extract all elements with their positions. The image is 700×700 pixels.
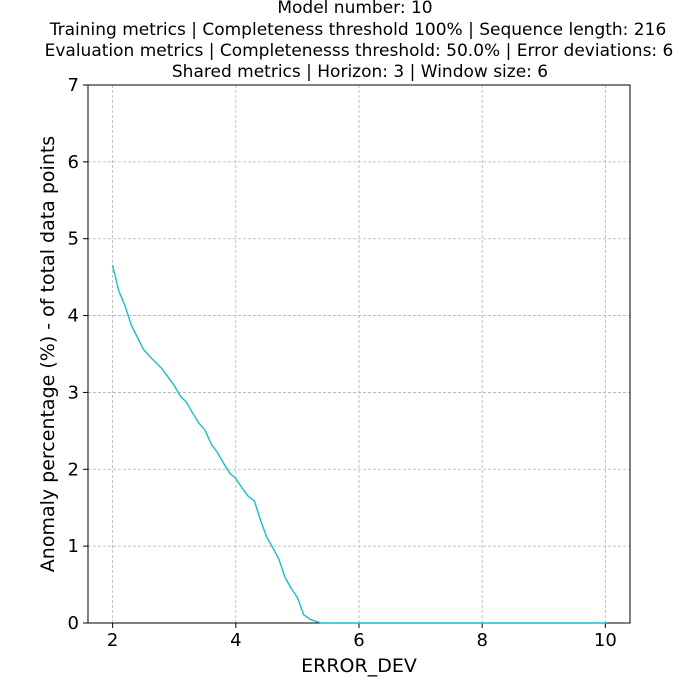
x-tick-label: 4: [230, 630, 241, 651]
y-tick-label: 3: [68, 382, 79, 403]
chart-title-line: Shared metrics | Horizon: 3 | Window siz…: [172, 62, 548, 82]
tick-marks: [83, 84, 606, 628]
chart-title: Model number: 10 Training metrics | Comp…: [45, 0, 674, 82]
y-tick-label: 7: [68, 75, 79, 96]
x-tick-labels: 2 4 6 8 10: [107, 630, 617, 651]
y-tick-labels: 0 1 2 3 4 5 6 7: [68, 75, 79, 634]
chart-title-line: Training metrics | Completeness threshol…: [49, 20, 667, 40]
y-tick-label: 6: [68, 152, 79, 173]
x-tick-label: 10: [594, 630, 617, 651]
grid-lines: [88, 84, 630, 624]
y-tick-label: 4: [68, 306, 79, 327]
x-tick-label: 8: [476, 630, 487, 651]
y-axis-label: Anomaly percentage (%) - of total data p…: [37, 136, 59, 572]
x-axis-label: ERROR_DEV: [301, 655, 417, 677]
series-line-anomaly-percentage: [111, 264, 607, 624]
chart-title-line: Evaluation metrics | Completenesss thres…: [45, 41, 674, 61]
y-tick-label: 5: [68, 229, 79, 250]
chart-title-line: Model number: 10: [277, 0, 432, 18]
y-tick-label: 1: [68, 536, 79, 557]
y-tick-label: 2: [68, 459, 79, 480]
y-tick-label: 0: [68, 613, 79, 634]
x-tick-label: 2: [107, 630, 118, 651]
x-tick-label: 6: [353, 630, 364, 651]
